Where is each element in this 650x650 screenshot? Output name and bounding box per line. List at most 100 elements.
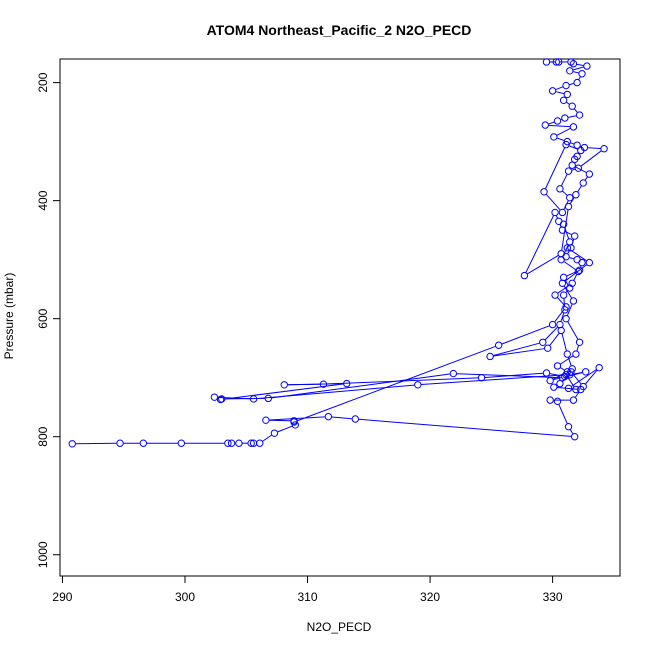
series-segment <box>75 442 117 445</box>
series-segment <box>421 374 563 386</box>
series-segment <box>562 244 569 257</box>
data-point <box>564 422 573 431</box>
data-point <box>559 96 568 105</box>
data-point <box>351 415 360 423</box>
data-point <box>494 341 503 349</box>
data-point <box>68 440 76 448</box>
series-segment <box>493 348 545 357</box>
data-point <box>569 123 578 131</box>
series-segment <box>493 342 540 357</box>
data-point <box>561 114 569 122</box>
x-tick-label: 330 <box>543 590 563 604</box>
series-segment <box>271 373 450 399</box>
data-point <box>572 350 580 358</box>
series-segment <box>556 137 565 141</box>
series-segment <box>560 367 565 371</box>
series-segment <box>558 404 568 424</box>
series-segment <box>501 325 550 345</box>
data-point <box>548 87 557 95</box>
data-point <box>559 220 568 228</box>
series-segment <box>297 345 496 422</box>
data-point <box>562 303 570 311</box>
data-point <box>414 381 422 389</box>
series-segment <box>554 309 565 323</box>
plot-frame <box>59 58 621 577</box>
series-segment <box>571 369 597 387</box>
data-point <box>555 58 563 66</box>
data-point <box>553 362 562 370</box>
series-segment <box>584 176 588 181</box>
data-point <box>557 255 565 264</box>
data-point <box>557 326 565 335</box>
data-point <box>235 439 243 447</box>
data-point <box>290 418 298 426</box>
data-point <box>548 320 557 329</box>
y-tick-label: 400 <box>36 190 50 210</box>
series-segment <box>569 249 587 262</box>
data-point <box>595 363 603 372</box>
series-segment <box>557 297 565 305</box>
data-point <box>280 381 288 389</box>
data-point <box>324 412 333 421</box>
data-point <box>567 58 575 66</box>
data-point <box>224 439 232 447</box>
series-segment <box>223 383 344 400</box>
series-segment <box>573 274 578 281</box>
series-segment <box>555 91 565 95</box>
series-segment <box>545 147 566 189</box>
data-point <box>600 145 608 153</box>
series-segment <box>573 71 579 74</box>
data-point <box>343 379 351 388</box>
data-point <box>566 193 574 202</box>
data-point <box>546 396 554 404</box>
data-point <box>569 297 578 305</box>
data-point <box>539 338 547 346</box>
data-point <box>556 185 564 193</box>
series-segment <box>576 345 579 351</box>
data-point <box>573 78 581 87</box>
data-point <box>139 439 148 447</box>
data-point <box>572 191 580 199</box>
data-point <box>520 271 529 280</box>
data-point <box>564 202 573 211</box>
series-segment <box>262 434 272 442</box>
data-point <box>566 238 574 246</box>
series-segment <box>569 257 574 260</box>
series-segment <box>557 284 570 294</box>
data-point <box>559 291 568 299</box>
series-layer <box>68 58 608 448</box>
data-point <box>216 395 225 404</box>
data-point <box>574 164 583 172</box>
data-point <box>564 384 573 393</box>
series-segment <box>484 372 544 378</box>
series-segment <box>568 115 577 118</box>
data-point <box>256 439 264 447</box>
series-segment <box>527 255 559 275</box>
data-point <box>564 167 573 175</box>
series-segment <box>566 101 570 105</box>
data-point <box>570 433 579 441</box>
series-segment <box>576 63 584 66</box>
series-segment <box>578 76 581 80</box>
data-point <box>558 208 567 217</box>
series-segment <box>575 392 580 398</box>
data-point <box>580 143 589 152</box>
data-point <box>579 382 587 391</box>
series-segment <box>557 386 578 390</box>
y-axis-label: Pressure (mbar) <box>2 273 16 360</box>
data-point <box>574 267 583 276</box>
x-axis: 290 300 310 320 330 <box>52 576 563 604</box>
x-axis-label: N2O_PECD <box>307 620 372 634</box>
data-point <box>581 368 590 376</box>
series-segment <box>525 215 554 273</box>
data-point <box>575 266 584 274</box>
series-segment <box>585 370 598 385</box>
series-segment <box>571 168 576 171</box>
series-segment <box>570 142 574 145</box>
data-point <box>262 416 270 424</box>
y-tick-label: 200 <box>36 72 50 92</box>
data-point <box>449 369 458 378</box>
data-point <box>486 352 494 361</box>
data-point <box>573 152 581 161</box>
data-point <box>546 376 554 385</box>
